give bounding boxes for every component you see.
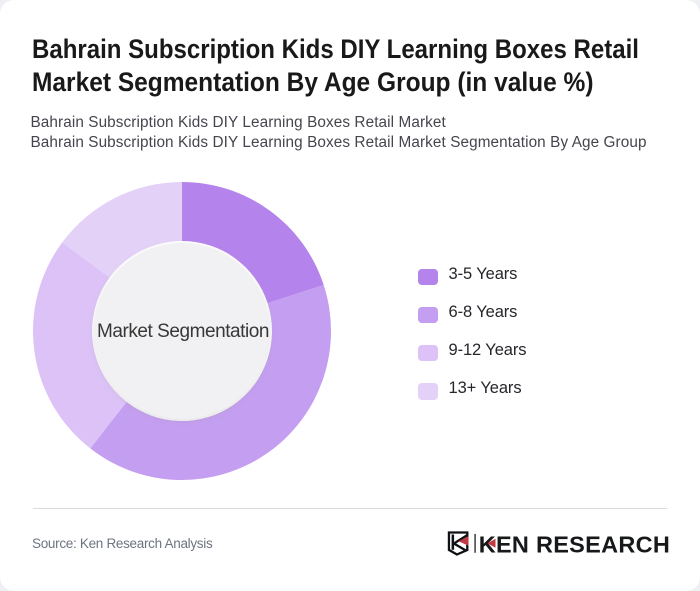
svg-text:KEN RESEARCH: KEN RESEARCH (479, 532, 670, 558)
